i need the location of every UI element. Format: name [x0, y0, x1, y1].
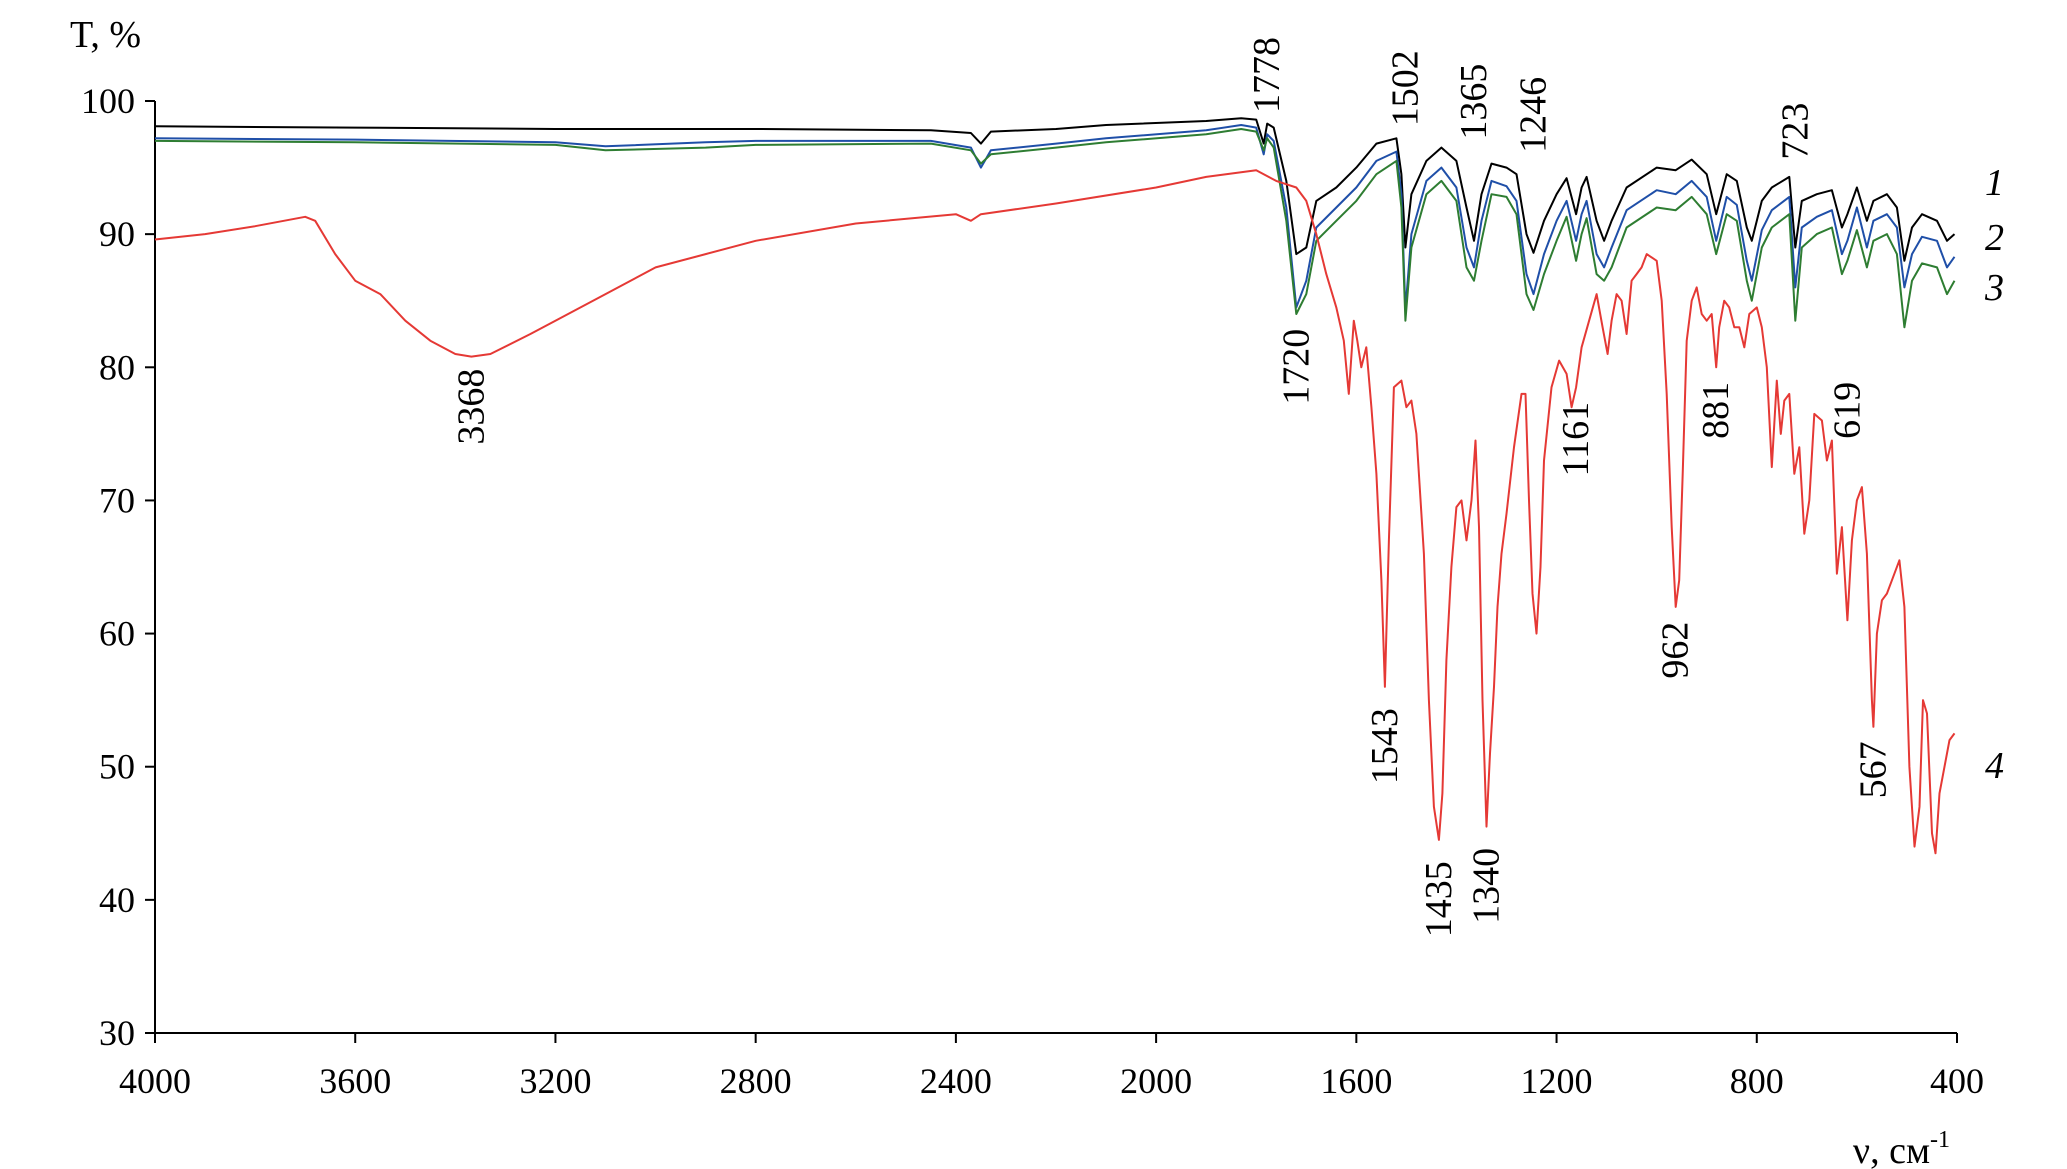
- peak-label-1778: 1778: [1246, 37, 1288, 113]
- x-tick-label: 800: [1730, 1061, 1784, 1101]
- x-tick-label: 3600: [319, 1061, 391, 1101]
- x-tick-label: 1600: [1320, 1061, 1392, 1101]
- x-tick-label: 1200: [1521, 1061, 1593, 1101]
- x-axis-title: ν, см-1: [1853, 1127, 1950, 1169]
- peak-label-1340: 1340: [1466, 848, 1508, 924]
- y-tick-label: 50: [99, 747, 135, 787]
- peak-label-881: 881: [1695, 382, 1737, 439]
- peak-label-1720: 1720: [1275, 329, 1317, 405]
- peak-label-1246: 1246: [1513, 77, 1555, 153]
- peak-label-567: 567: [1852, 741, 1894, 798]
- x-tick-label: 4000: [119, 1061, 191, 1101]
- peak-label-1435: 1435: [1418, 861, 1460, 937]
- peak-label-619: 619: [1826, 382, 1868, 439]
- peak-label-3368: 3368: [450, 369, 492, 445]
- y-axis-title: T, %: [70, 14, 141, 56]
- peak-label-723: 723: [1774, 103, 1816, 160]
- series-lines: [154, 117, 1956, 855]
- series-label-4: 4: [1985, 745, 2004, 787]
- y-tick-label: 90: [99, 214, 135, 254]
- series-label-1: 1: [1985, 162, 2004, 204]
- peak-label-962: 962: [1655, 622, 1697, 679]
- x-axis-title-superscript: -1: [1930, 1127, 1950, 1153]
- series-labels: 1 2 3 4: [1984, 162, 2004, 787]
- x-tick-label: 2400: [920, 1061, 992, 1101]
- x-axis-title-text: ν, см: [1853, 1130, 1930, 1169]
- x-tick-label: 2000: [1120, 1061, 1192, 1101]
- y-tick-label: 80: [99, 347, 135, 387]
- x-tick-label: 2800: [720, 1061, 792, 1101]
- peak-label-1161: 1161: [1555, 402, 1597, 477]
- series-line-4: [154, 169, 1956, 855]
- peak-label-1365: 1365: [1453, 64, 1495, 140]
- y-tick-label: 70: [99, 480, 135, 520]
- y-tick-label: 30: [99, 1013, 135, 1053]
- series-line-3: [154, 128, 1956, 329]
- x-ticks: 4000 3600 3200 2800 2400 2000 1600 1200 800 400: [119, 1033, 1984, 1101]
- peak-label-1502: 1502: [1384, 50, 1426, 126]
- series-line-1: [154, 117, 1956, 262]
- y-ticks: 30 40 50 60 70 80 90 100: [81, 81, 155, 1053]
- x-tick-label: 3200: [519, 1061, 591, 1101]
- peak-label-1543: 1543: [1364, 708, 1406, 784]
- series-line-2: [154, 124, 1956, 311]
- axes: [154, 101, 1957, 1034]
- y-tick-label: 40: [99, 880, 135, 920]
- y-tick-label: 100: [81, 81, 135, 121]
- series-label-3: 3: [1984, 267, 2004, 309]
- y-tick-label: 60: [99, 614, 135, 654]
- series-label-2: 2: [1985, 217, 2004, 259]
- x-tick-label: 400: [1930, 1061, 1984, 1101]
- peak-annotations: 1778 1502 1365 1246 723 3368 1720 1161 881 619 962…: [450, 37, 1894, 937]
